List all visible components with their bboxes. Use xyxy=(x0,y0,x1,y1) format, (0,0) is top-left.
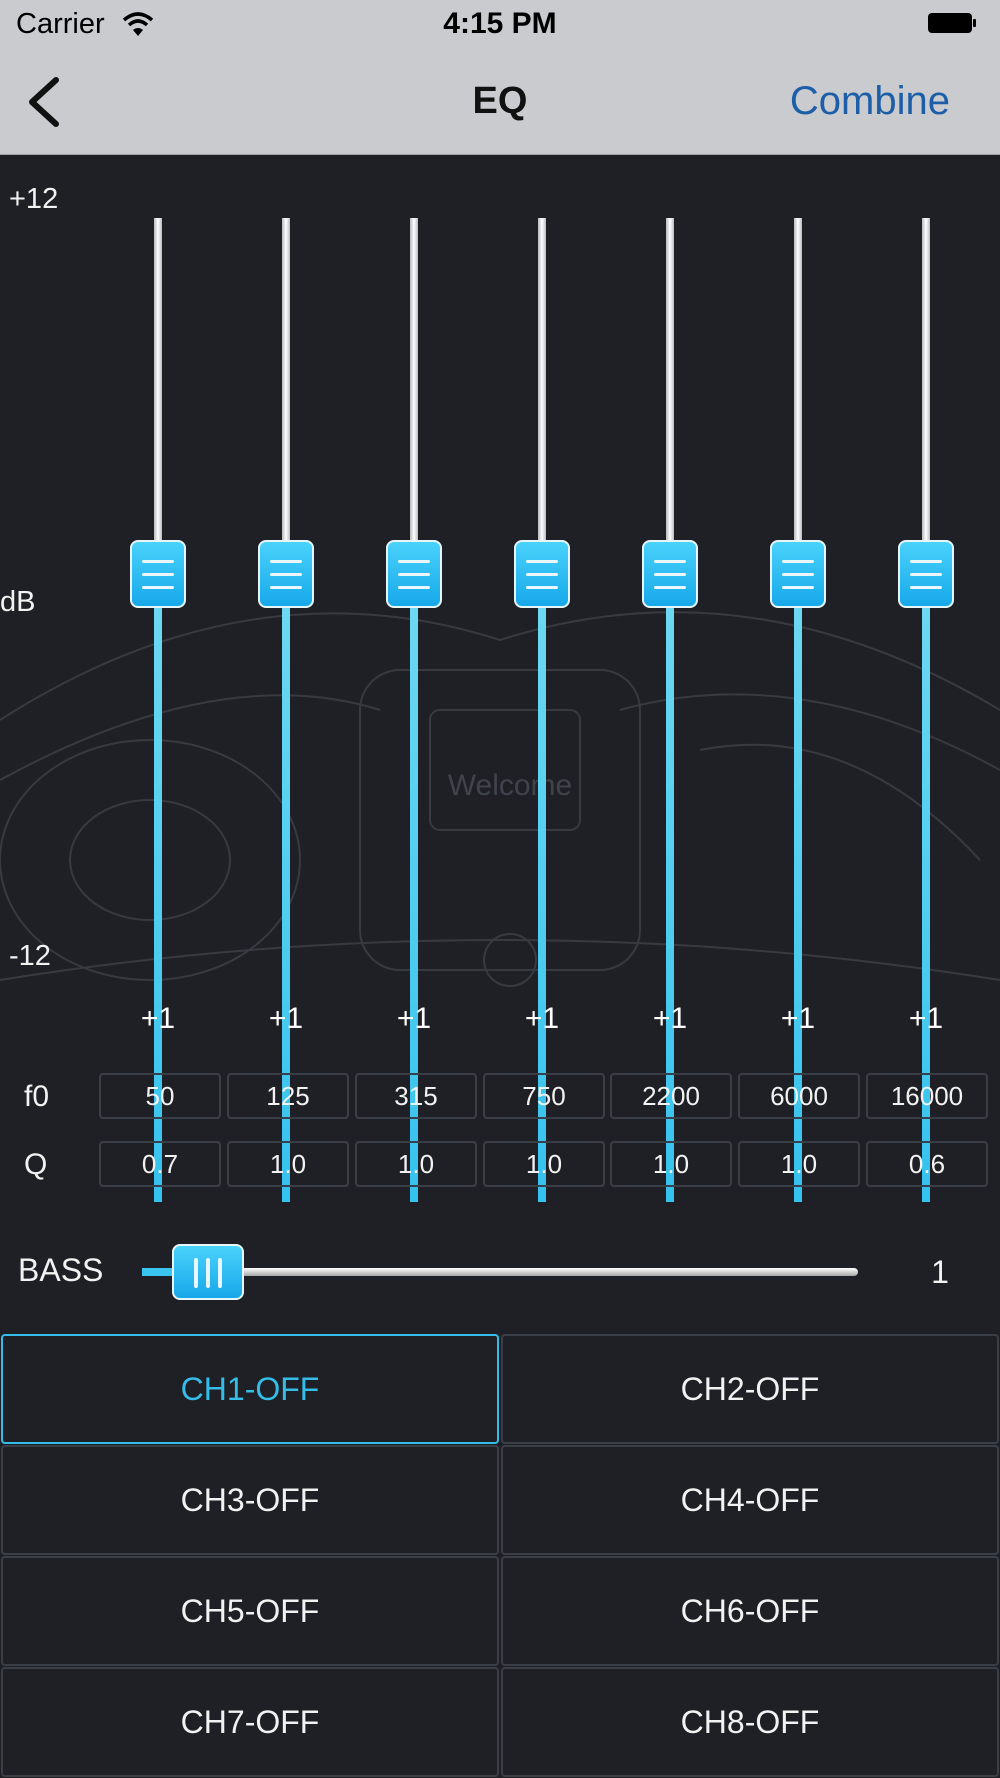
slider-thumb[interactable] xyxy=(258,540,314,608)
chevron-left-icon[interactable] xyxy=(20,74,70,130)
channel-button[interactable]: CH3-OFF xyxy=(1,1445,499,1555)
db-unit-label: dB xyxy=(0,586,36,618)
bass-value: 1 xyxy=(931,1254,949,1290)
slider-track-upper xyxy=(922,218,930,578)
f0-label: f0 xyxy=(24,1080,50,1113)
f0-field[interactable]: 315 xyxy=(355,1073,477,1119)
eq-band-slider[interactable]: +1 xyxy=(246,218,326,1202)
band-gain-value: +1 xyxy=(396,1002,432,1035)
db-max-label: +12 xyxy=(9,183,59,215)
slider-thumb[interactable] xyxy=(770,540,826,608)
slider-track-lower xyxy=(538,578,546,1202)
f0-field[interactable]: 2200 xyxy=(610,1073,732,1119)
channel-button[interactable]: CH7-OFF xyxy=(1,1667,499,1777)
slider-track-upper xyxy=(794,218,802,578)
q-field[interactable]: 1.0 xyxy=(610,1141,732,1187)
band-gain-value: +1 xyxy=(652,1002,688,1035)
bass-slider-thumb[interactable] xyxy=(172,1244,244,1300)
channel-button[interactable]: CH1-OFF xyxy=(1,1334,499,1444)
slider-track-upper xyxy=(410,218,418,578)
slider-track-lower xyxy=(666,578,674,1202)
band-gain-value: +1 xyxy=(268,1002,304,1035)
channel-button[interactable]: CH8-OFF xyxy=(501,1667,999,1777)
slider-thumb[interactable] xyxy=(386,540,442,608)
bass-slider-track[interactable] xyxy=(200,1268,858,1276)
eq-band-slider[interactable]: +1 xyxy=(886,218,966,1202)
f0-field[interactable]: 125 xyxy=(227,1073,349,1119)
channel-button[interactable]: CH6-OFF xyxy=(501,1556,999,1666)
slider-track-upper xyxy=(154,218,162,578)
clock: 4:15 PM xyxy=(443,7,557,40)
eq-band-slider[interactable]: +1 xyxy=(118,218,198,1202)
channel-button[interactable]: CH2-OFF xyxy=(501,1334,999,1444)
f0-field[interactable]: 750 xyxy=(483,1073,605,1119)
f0-field[interactable]: 16000 xyxy=(866,1073,988,1119)
slider-track-lower xyxy=(410,578,418,1202)
welcome-text: Welcome xyxy=(448,769,572,802)
page-title: EQ xyxy=(472,80,528,122)
battery-icon xyxy=(928,13,976,33)
slider-track-lower xyxy=(922,578,930,1202)
eq-band-slider[interactable]: +1 xyxy=(374,218,454,1202)
slider-thumb[interactable] xyxy=(898,540,954,608)
slider-track-lower xyxy=(282,578,290,1202)
band-gain-value: +1 xyxy=(908,1002,944,1035)
q-field[interactable]: 0.6 xyxy=(866,1141,988,1187)
channel-button[interactable]: CH5-OFF xyxy=(1,1556,499,1666)
band-gain-value: +1 xyxy=(140,1002,176,1035)
slider-thumb[interactable] xyxy=(642,540,698,608)
q-field[interactable]: 1.0 xyxy=(227,1141,349,1187)
eq-band-slider[interactable]: +1 xyxy=(630,218,710,1202)
combine-button[interactable]: Combine xyxy=(789,79,950,123)
wifi-icon xyxy=(122,12,154,36)
f0-field[interactable]: 50 xyxy=(99,1073,221,1119)
slider-track-upper xyxy=(666,218,674,578)
q-field[interactable]: 1.0 xyxy=(355,1141,477,1187)
q-field[interactable]: 1.0 xyxy=(483,1141,605,1187)
slider-thumb[interactable] xyxy=(130,540,186,608)
eq-band-slider[interactable]: +1 xyxy=(758,218,838,1202)
f0-field[interactable]: 6000 xyxy=(738,1073,860,1119)
slider-track-lower xyxy=(154,578,162,1202)
eq-band-slider[interactable]: +1 xyxy=(502,218,582,1202)
status-bar: Carrier 4:15 PM xyxy=(0,0,1000,50)
db-min-label: -12 xyxy=(9,940,51,972)
slider-thumb[interactable] xyxy=(514,540,570,608)
q-field[interactable]: 1.0 xyxy=(738,1141,860,1187)
navigation-bar: EQ Combine xyxy=(0,50,1000,155)
slider-track-upper xyxy=(538,218,546,578)
q-field[interactable]: 0.7 xyxy=(99,1141,221,1187)
slider-track-upper xyxy=(282,218,290,578)
band-gain-value: +1 xyxy=(524,1002,560,1035)
carrier-label: Carrier xyxy=(16,8,105,40)
channel-button[interactable]: CH4-OFF xyxy=(501,1445,999,1555)
band-gain-value: +1 xyxy=(780,1002,816,1035)
slider-track-lower xyxy=(794,578,802,1202)
bass-label: BASS xyxy=(18,1252,104,1288)
q-label: Q xyxy=(24,1148,48,1181)
